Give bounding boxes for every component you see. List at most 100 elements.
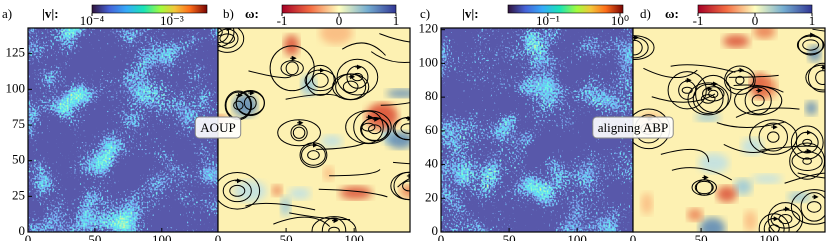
streamline [735, 107, 800, 118]
vortex-patch [320, 135, 343, 148]
streamline [758, 213, 790, 232]
vortex-patch [734, 178, 753, 195]
y-tick-label: 25 [12, 187, 25, 202]
colorbar-label: |v|: [462, 6, 479, 21]
streamline [273, 216, 331, 227]
colorbar [91, 4, 208, 14]
vortex-patch [271, 184, 283, 197]
streamline [318, 188, 388, 198]
streamline [760, 145, 819, 151]
vortex-patch [399, 185, 410, 198]
x-tick-label: 50 [88, 232, 101, 241]
streamline [219, 33, 236, 44]
streamline [400, 123, 410, 134]
streamline [361, 122, 376, 132]
streamline [248, 70, 292, 79]
streamline [390, 171, 410, 201]
streamline [305, 64, 335, 96]
panel-label: b) [223, 6, 234, 21]
vortex-patch [319, 28, 353, 45]
streamline [723, 143, 770, 154]
colorbar [697, 4, 813, 14]
colorbar-tick-label: 10⁻⁴ [80, 13, 105, 28]
colorbar [281, 4, 397, 14]
y-tick-label: 80 [425, 88, 438, 103]
streamline [802, 157, 812, 165]
streamline [277, 119, 321, 147]
vortex-patch [753, 28, 776, 39]
y-tick-label: 0 [19, 223, 26, 238]
streamline [797, 172, 825, 179]
streamline [332, 73, 370, 101]
x-tick-label: 100 [567, 232, 587, 241]
streamline [716, 121, 786, 128]
streamline [307, 150, 320, 160]
streamline [767, 202, 804, 232]
streamline [329, 169, 381, 177]
streamline [311, 72, 329, 88]
streamline [235, 89, 265, 117]
y-tick-label: 40 [425, 156, 438, 171]
streamline [734, 85, 783, 116]
vortex-patch [283, 34, 300, 56]
colorbar-tick-label: 10⁻³ [160, 13, 184, 28]
streamline [702, 86, 725, 102]
streamline [667, 71, 707, 110]
streamline [397, 177, 410, 188]
x-tick-label: 50 [503, 232, 516, 241]
colorbar-tick-label: -1 [693, 13, 704, 28]
colorbar-label: ω: [245, 6, 259, 21]
streamline [342, 80, 359, 94]
colorbar-tick-label: -1 [277, 13, 288, 28]
streamline [806, 201, 822, 213]
streamline [285, 93, 341, 100]
colorbar-tick-label: 10⁻¹ [536, 13, 560, 28]
streamline [651, 93, 716, 103]
vortex-patch [288, 187, 311, 200]
y-tick-label: 20 [425, 189, 438, 204]
streamline [735, 75, 745, 85]
streamline [694, 180, 714, 195]
streamline [790, 189, 825, 225]
x-tick-label: 0 [438, 232, 445, 241]
streamline [285, 61, 299, 76]
colorbar-tick-label: 10⁰ [611, 13, 629, 28]
vortex-patch [722, 34, 750, 48]
vortex-patch [323, 166, 334, 181]
colorbar-tick-label: 1 [393, 13, 400, 28]
streamline [790, 125, 824, 160]
vortex-patch [743, 210, 757, 232]
streamline [802, 39, 820, 51]
panel-label: d) [640, 6, 651, 21]
streamline [708, 89, 719, 99]
vortex-patch [386, 89, 410, 98]
streamline [749, 119, 798, 155]
colorbar [507, 4, 624, 14]
vortex-patch [699, 217, 726, 232]
streamline [321, 217, 347, 232]
streamline [700, 94, 716, 104]
panel [28, 28, 218, 232]
colorbar-label: ω: [665, 6, 679, 21]
y-tick-label: 75 [12, 116, 25, 131]
streamline [379, 33, 410, 43]
y-tick-label: 0 [432, 223, 439, 238]
streamline [229, 184, 246, 197]
x-tick-label: 100 [152, 232, 172, 241]
y-tick-label: 60 [425, 122, 438, 137]
x-tick-label: 0 [630, 232, 637, 241]
streamline [341, 42, 386, 56]
y-tick-label: 100 [419, 54, 439, 69]
streamline [681, 86, 693, 94]
vortex-patch [233, 180, 267, 202]
vortex-patch [741, 137, 764, 155]
streamline [311, 216, 357, 232]
vortex-patch [698, 153, 729, 173]
panel-label: a) [2, 6, 12, 21]
vortex-patch [805, 100, 818, 116]
streamline [289, 212, 351, 221]
streamline [758, 122, 788, 152]
annotation-box [194, 116, 242, 139]
y-tick-label: 120 [419, 21, 439, 36]
